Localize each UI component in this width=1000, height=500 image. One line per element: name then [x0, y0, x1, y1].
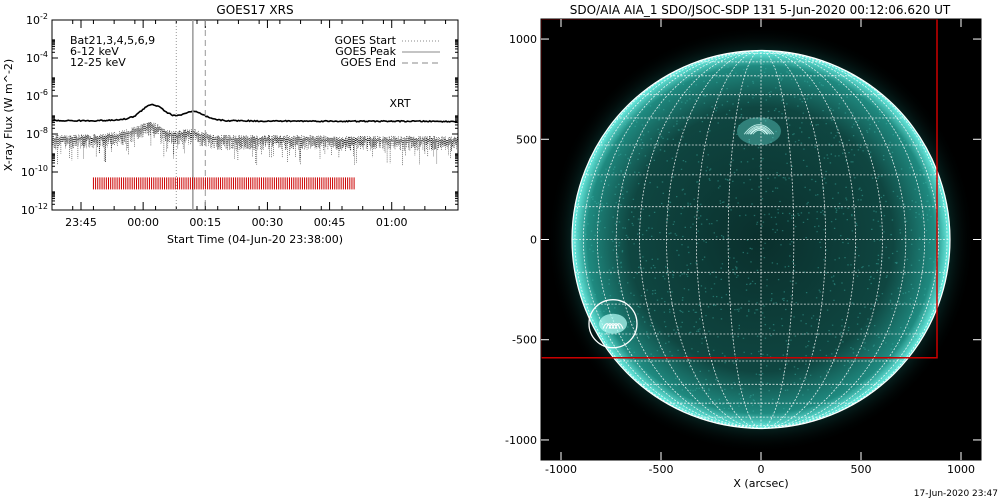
aia-x-axis-label: X (arcsec): [733, 477, 788, 490]
y-tick-exponent: -6: [40, 88, 48, 97]
xrt-fov-label: XRT FOV: [552, 422, 599, 435]
goes-y-axis-label: X-ray Flux (W m^-2): [2, 59, 15, 171]
coronal-loop: [749, 127, 769, 135]
flare-bright-region: [599, 313, 627, 334]
xrt-annotation: XRT: [389, 97, 410, 110]
y-tick-exponent: -2: [40, 12, 48, 21]
y-tick-label: 0: [530, 234, 537, 247]
x-tick-label: -1000: [545, 463, 577, 476]
longitude-line: [760, 50, 926, 429]
x-tick-label: 00:00: [127, 216, 159, 229]
x-tick-label: 00:30: [252, 216, 284, 229]
x-tick-label: 500: [851, 463, 872, 476]
active-region-glow: [737, 117, 781, 146]
y-tick-exponent: -4: [40, 50, 48, 59]
legend-bat: Bat21,3,4,5,6,9: [70, 34, 155, 47]
aia-image-title: SDO/AIA AIA_1 SDO/JSOC-SDP 131 5-Jun-202…: [570, 3, 951, 17]
xrt-fov-box: [541, 19, 938, 359]
y-tick-label: -500: [512, 334, 537, 347]
flare-loop: [611, 323, 621, 329]
legend-12-25kev: 12-25 keV: [70, 56, 126, 69]
y-tick-label: 10-10: [21, 164, 48, 179]
goes-legend-right: GOES Start GOES Peak GOES End: [335, 34, 440, 69]
y-tick-label: -1000: [505, 434, 537, 447]
coronal-loop: [746, 125, 772, 135]
legend-goes-peak: GOES Peak: [335, 45, 396, 58]
x-tick-label: 0: [758, 463, 765, 476]
heliographic-grid: [572, 50, 950, 429]
goes-solid-series: [52, 103, 458, 123]
flare-loop: [605, 323, 615, 329]
y-tick-label: 10-4: [26, 50, 48, 65]
longitude-line: [760, 50, 940, 429]
flare-loop: [614, 323, 624, 329]
x-tick-label: -500: [649, 463, 674, 476]
y-tick-label: 500: [516, 133, 537, 146]
dotted-series-trace: [52, 122, 458, 166]
x-tick-label: 23:45: [65, 216, 97, 229]
aia-x-ticks: -1000 -500 0 500 1000: [545, 19, 975, 476]
goes-plot-frame: [51, 19, 459, 211]
y-tick-exponent: -8: [40, 126, 48, 135]
goes-chart-title: GOES17 XRS: [216, 3, 293, 17]
legend-goes-end: GOES End: [340, 56, 396, 69]
coronal-loop: [752, 129, 766, 135]
x-tick-label: 1000: [947, 463, 975, 476]
flare-location-circle: [588, 299, 638, 349]
flare-loop: [608, 323, 618, 329]
footer-timestamp: 17-Jun-2020 23:47: [914, 489, 998, 499]
aia-y-ticks: -1000 -500 0 500 1000: [505, 33, 981, 447]
y-tick-label: 1000: [509, 33, 537, 46]
flare-loop: [602, 323, 612, 329]
goes-legend-left: Bat21,3,4,5,6,9 6-12 keV 12-25 keV: [70, 34, 155, 69]
x-tick-label: 01:00: [376, 216, 408, 229]
x-tick-label: 00:45: [314, 216, 346, 229]
legend-goes-start: GOES Start: [335, 34, 397, 47]
active-region: [737, 117, 781, 146]
goes-dotted-series: [52, 122, 458, 166]
xrt-observation-ticks: [92, 177, 355, 190]
y-tick-label: 10-12: [21, 202, 48, 217]
y-tick-label: 10-2: [26, 12, 48, 27]
coronal-loop: [747, 126, 771, 135]
legend-6-12kev: 6-12 keV: [70, 45, 119, 58]
y-tick-exponent: -10: [35, 164, 48, 173]
goes-lightcurve-panel: GOES17 XRS 10-12 10-10 10-8 10-6 10-4 10-2 23…: [2, 3, 459, 246]
solar-limb: [571, 49, 951, 430]
y-tick-label: 10-8: [26, 126, 48, 141]
flare-location-label: O AIA flare location: [556, 34, 662, 47]
coronal-loop: [743, 124, 775, 135]
y-tick-exponent: -12: [35, 202, 48, 211]
goes-x-ticks: 23:45 00:00 00:15 00:30 00:45 01:00: [51, 20, 447, 229]
y-tick-label: 10-6: [26, 88, 48, 103]
goes-x-axis-label: Start Time (04-Jun-20 23:38:00): [167, 233, 343, 246]
x-tick-label: 00:15: [189, 216, 221, 229]
aia-image-panel: SDO/AIA AIA_1 SDO/JSOC-SDP 131 5-Jun-202…: [505, 3, 982, 490]
